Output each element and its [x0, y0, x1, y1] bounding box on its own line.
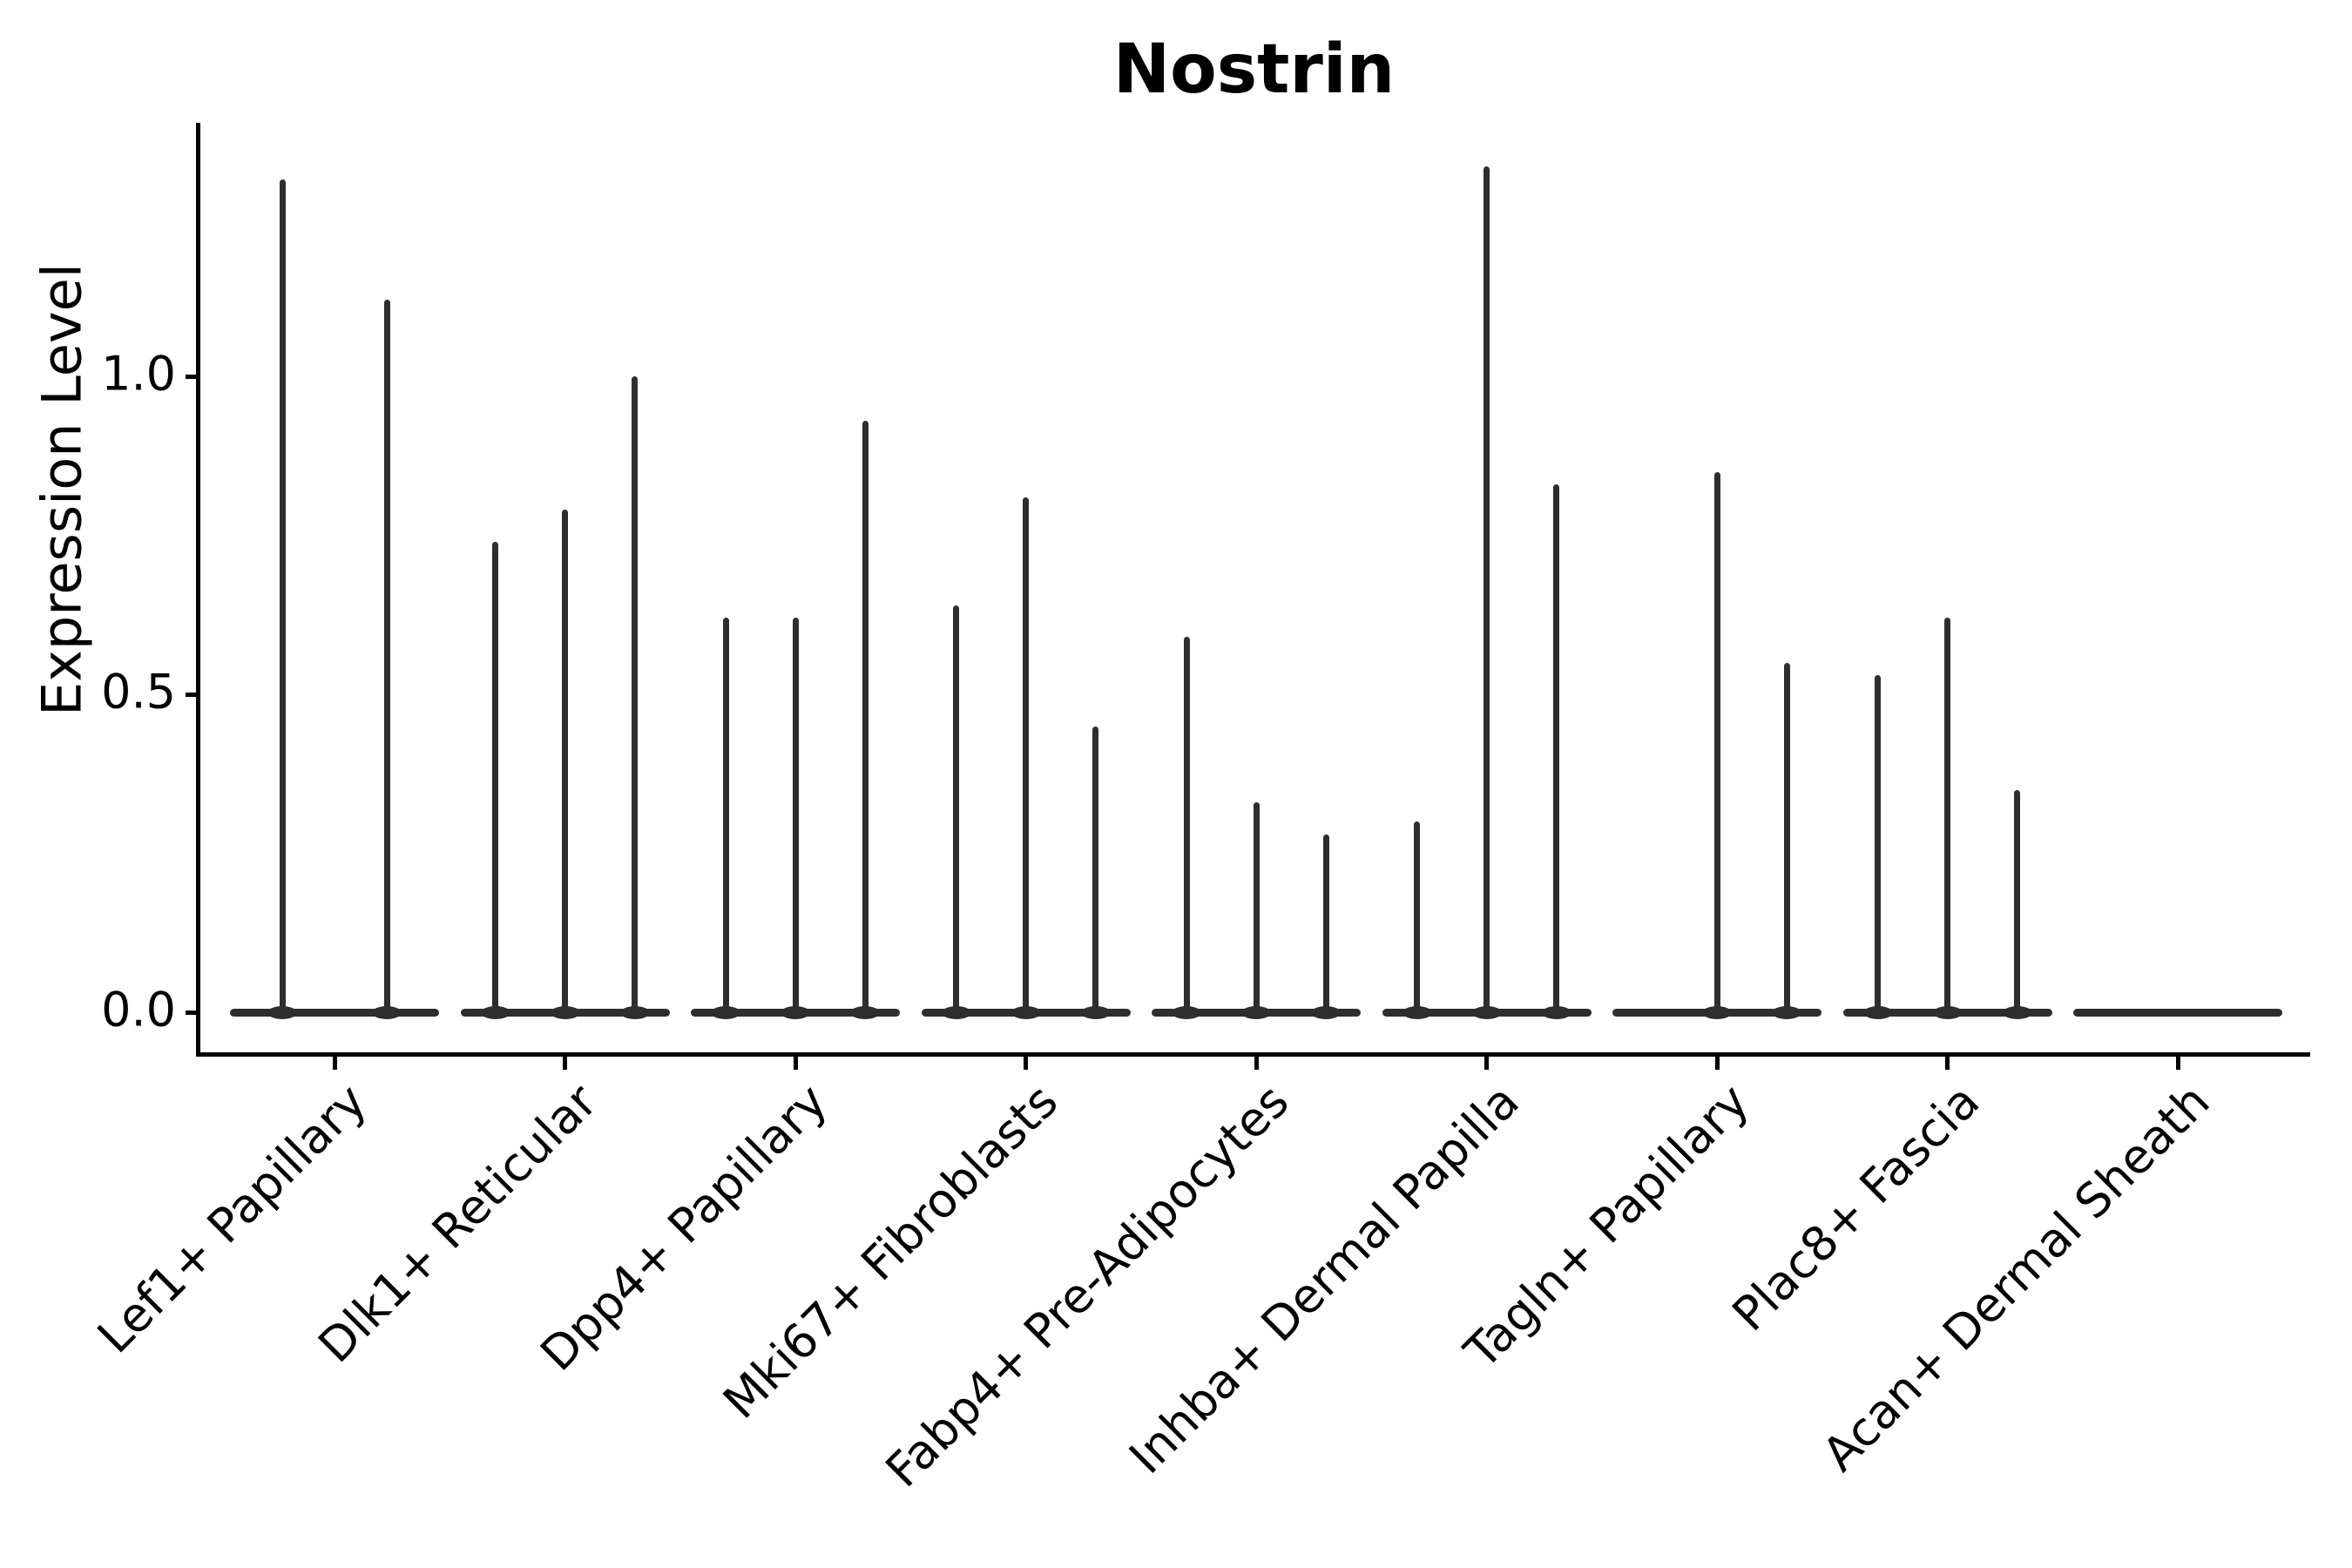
y-tick-label: 0.5 — [101, 664, 176, 720]
violin-spike — [722, 618, 729, 1012]
violin-spike — [562, 510, 568, 1012]
violin-spike — [1875, 675, 1881, 1012]
violin-base — [230, 1008, 439, 1017]
violin-spike — [1944, 618, 1950, 1012]
x-tick — [563, 1057, 567, 1070]
violin-spike — [1183, 637, 1190, 1012]
y-axis-title: Expression Level — [30, 263, 94, 716]
x-tick — [1484, 1057, 1489, 1070]
violin-spike — [792, 618, 799, 1012]
violin-body-bulge — [1471, 1005, 1502, 1019]
violin-body-bulge — [1702, 1005, 1732, 1019]
violin-spike — [632, 376, 638, 1012]
violin-spike — [1783, 662, 1790, 1012]
violin-body-bulge — [1311, 1005, 1341, 1019]
violin-body-bulge — [1402, 1005, 1432, 1019]
violin-body-bulge — [267, 1005, 297, 1019]
violin-spike — [1553, 484, 1559, 1012]
violin-body-bulge — [550, 1005, 580, 1019]
violin-spike — [1484, 166, 1490, 1012]
violin-spike — [279, 179, 286, 1012]
x-tick — [1254, 1057, 1259, 1070]
y-tick-label: 0.0 — [101, 982, 176, 1037]
x-tick-label: Fabp4+ Pre-Adipocytes — [875, 1073, 1300, 1498]
x-tick — [1024, 1057, 1028, 1070]
chart-title: Nostrin — [1112, 30, 1396, 109]
violin-base — [2073, 1008, 2282, 1017]
violin-spike — [1713, 471, 1720, 1012]
x-axis-spine — [196, 1052, 2310, 1057]
violin-body-bulge — [1862, 1005, 1893, 1019]
y-tick — [186, 692, 196, 697]
violin-spike — [383, 300, 390, 1012]
violin-body-bulge — [1080, 1005, 1111, 1019]
x-tick — [2175, 1057, 2180, 1070]
violin-spike — [1414, 821, 1420, 1012]
violin-spike — [1023, 497, 1029, 1012]
violin-body-bulge — [1010, 1005, 1041, 1019]
violin-body-bulge — [1172, 1005, 1201, 1019]
x-tick — [1945, 1057, 1950, 1070]
violin-body-bulge — [1541, 1005, 1571, 1019]
violin-spike — [492, 541, 498, 1012]
violin-body-bulge — [941, 1005, 971, 1019]
violin-body-bulge — [372, 1005, 402, 1019]
violin-body-bulge — [850, 1005, 880, 1019]
violin-body-bulge — [2002, 1005, 2032, 1019]
x-tick — [332, 1057, 337, 1070]
x-tick-label: Plac8+ Fascia — [1721, 1073, 1990, 1342]
x-tick — [793, 1057, 798, 1070]
violin-spike — [2014, 789, 2020, 1012]
violin-body-bulge — [480, 1005, 510, 1019]
y-tick — [186, 1010, 196, 1015]
violin-spike — [1253, 802, 1260, 1012]
y-tick-label: 1.0 — [101, 346, 176, 402]
violin-body-bulge — [1241, 1005, 1271, 1019]
violin-spike — [1092, 726, 1098, 1012]
violin-body-bulge — [1932, 1005, 1963, 1019]
violin-spike — [953, 605, 959, 1012]
violin-body-bulge — [711, 1005, 740, 1019]
violin-body-bulge — [781, 1005, 810, 1019]
x-tick-label: Acan+ Dermal Sheath — [1812, 1073, 2221, 1482]
violin-body-bulge — [619, 1005, 650, 1019]
y-axis-spine — [196, 123, 200, 1057]
x-tick-label: Inhba+ Dermal Papilla — [1119, 1073, 1530, 1484]
x-tick — [1714, 1057, 1720, 1070]
y-tick — [186, 374, 196, 379]
violin-spike — [1322, 834, 1329, 1012]
violin-body-bulge — [1772, 1005, 1801, 1019]
violin-spike — [862, 421, 868, 1012]
